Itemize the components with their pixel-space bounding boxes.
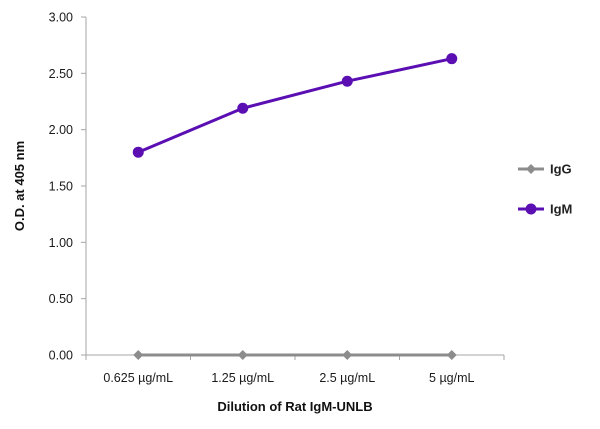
x-axis-title: Dilution of Rat IgM-UNLB — [217, 399, 372, 414]
data-point-igg — [342, 350, 353, 360]
y-tick-label: 0.50 — [49, 292, 73, 306]
data-point-igg — [446, 350, 457, 360]
x-tick-label: 0.625 µg/mL — [103, 371, 173, 385]
data-point-igm — [132, 146, 144, 158]
data-point-igm — [237, 102, 249, 114]
legend-marker-circle — [525, 203, 537, 215]
data-point-igg — [237, 350, 248, 360]
x-tick-label: 2.5 µg/mL — [319, 371, 375, 385]
y-tick-label: 0.00 — [49, 349, 73, 363]
series-igm — [132, 53, 458, 158]
y-tick-label: 3.00 — [49, 11, 73, 25]
legend-item-igg: IgG — [518, 162, 572, 177]
y-tick-label: 2.50 — [49, 67, 73, 81]
legend: IgG IgM — [518, 162, 572, 217]
data-point-igm — [446, 53, 458, 65]
y-axis-title: O.D. at 405 nm — [12, 141, 27, 231]
y-axis: 0.00 0.50 1.00 1.50 2.00 2.50 3.00 — [49, 11, 87, 363]
y-tick-label: 1.00 — [49, 236, 73, 250]
legend-label: IgM — [550, 202, 572, 217]
legend-label: IgG — [550, 162, 572, 177]
series-line-igm — [136, 57, 454, 154]
series-layer — [132, 53, 458, 360]
x-axis: 0.625 µg/mL 1.25 µg/mL 2.5 µg/mL 5 µg/mL — [85, 354, 505, 385]
data-point-igm — [341, 75, 353, 87]
legend-marker-diamond — [526, 164, 536, 174]
x-tick-label: 5 µg/mL — [429, 371, 474, 385]
y-tick-label: 2.00 — [49, 123, 73, 137]
series-igg — [133, 350, 457, 360]
x-tick-label: 1.25 µg/mL — [211, 371, 274, 385]
data-point-igg — [133, 350, 144, 360]
y-tick-label: 1.50 — [49, 180, 73, 194]
legend-item-igm: IgM — [518, 202, 572, 217]
